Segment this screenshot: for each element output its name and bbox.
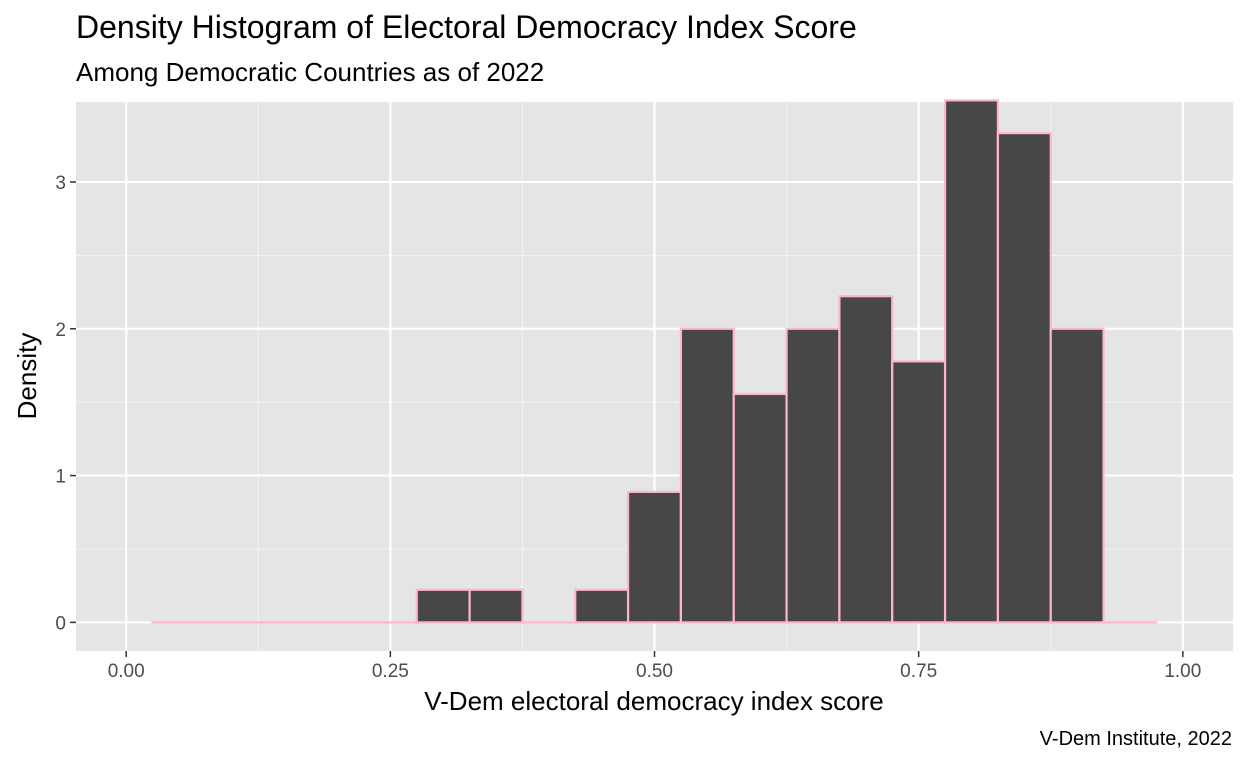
histogram-bar [415,588,471,624]
histogram-bars [151,99,1158,624]
x-axis-title: V-Dem electoral democracy index score [424,686,884,716]
histogram-bar [626,490,683,624]
x-tick-label: 1.00 [1164,661,1201,682]
chart-caption: V-Dem Institute, 2022 [1039,728,1232,750]
histogram-bar [891,360,947,624]
x-axis-ticks: 0.00 0.25 0.50 0.75 1.00 [108,651,1201,682]
histogram-bar [732,392,788,624]
x-tick-label: 0.25 [372,661,409,682]
x-tick-label: 0.75 [900,661,937,682]
y-tick-label: 3 [55,173,66,194]
histogram-bar [996,132,1052,624]
histogram-bar [679,327,735,624]
y-tick-label: 0 [55,613,66,634]
histogram-bar [943,99,1000,624]
histogram-bar [574,588,630,624]
histogram-bar [468,588,524,624]
y-axis-ticks: 0 1 2 3 [55,173,76,634]
histogram-bar [785,327,841,624]
y-tick-label: 1 [55,467,66,488]
x-tick-label: 0.50 [636,661,673,682]
x-tick-label: 0.00 [108,661,145,682]
histogram-bar [1049,327,1105,624]
y-tick-label: 2 [55,320,66,341]
chart-subtitle: Among Democratic Countries as of 2022 [76,57,545,87]
chart-title: Density Histogram of Electoral Democracy… [76,9,857,45]
histogram-bar [838,295,894,624]
y-axis-title: Density [12,333,42,420]
